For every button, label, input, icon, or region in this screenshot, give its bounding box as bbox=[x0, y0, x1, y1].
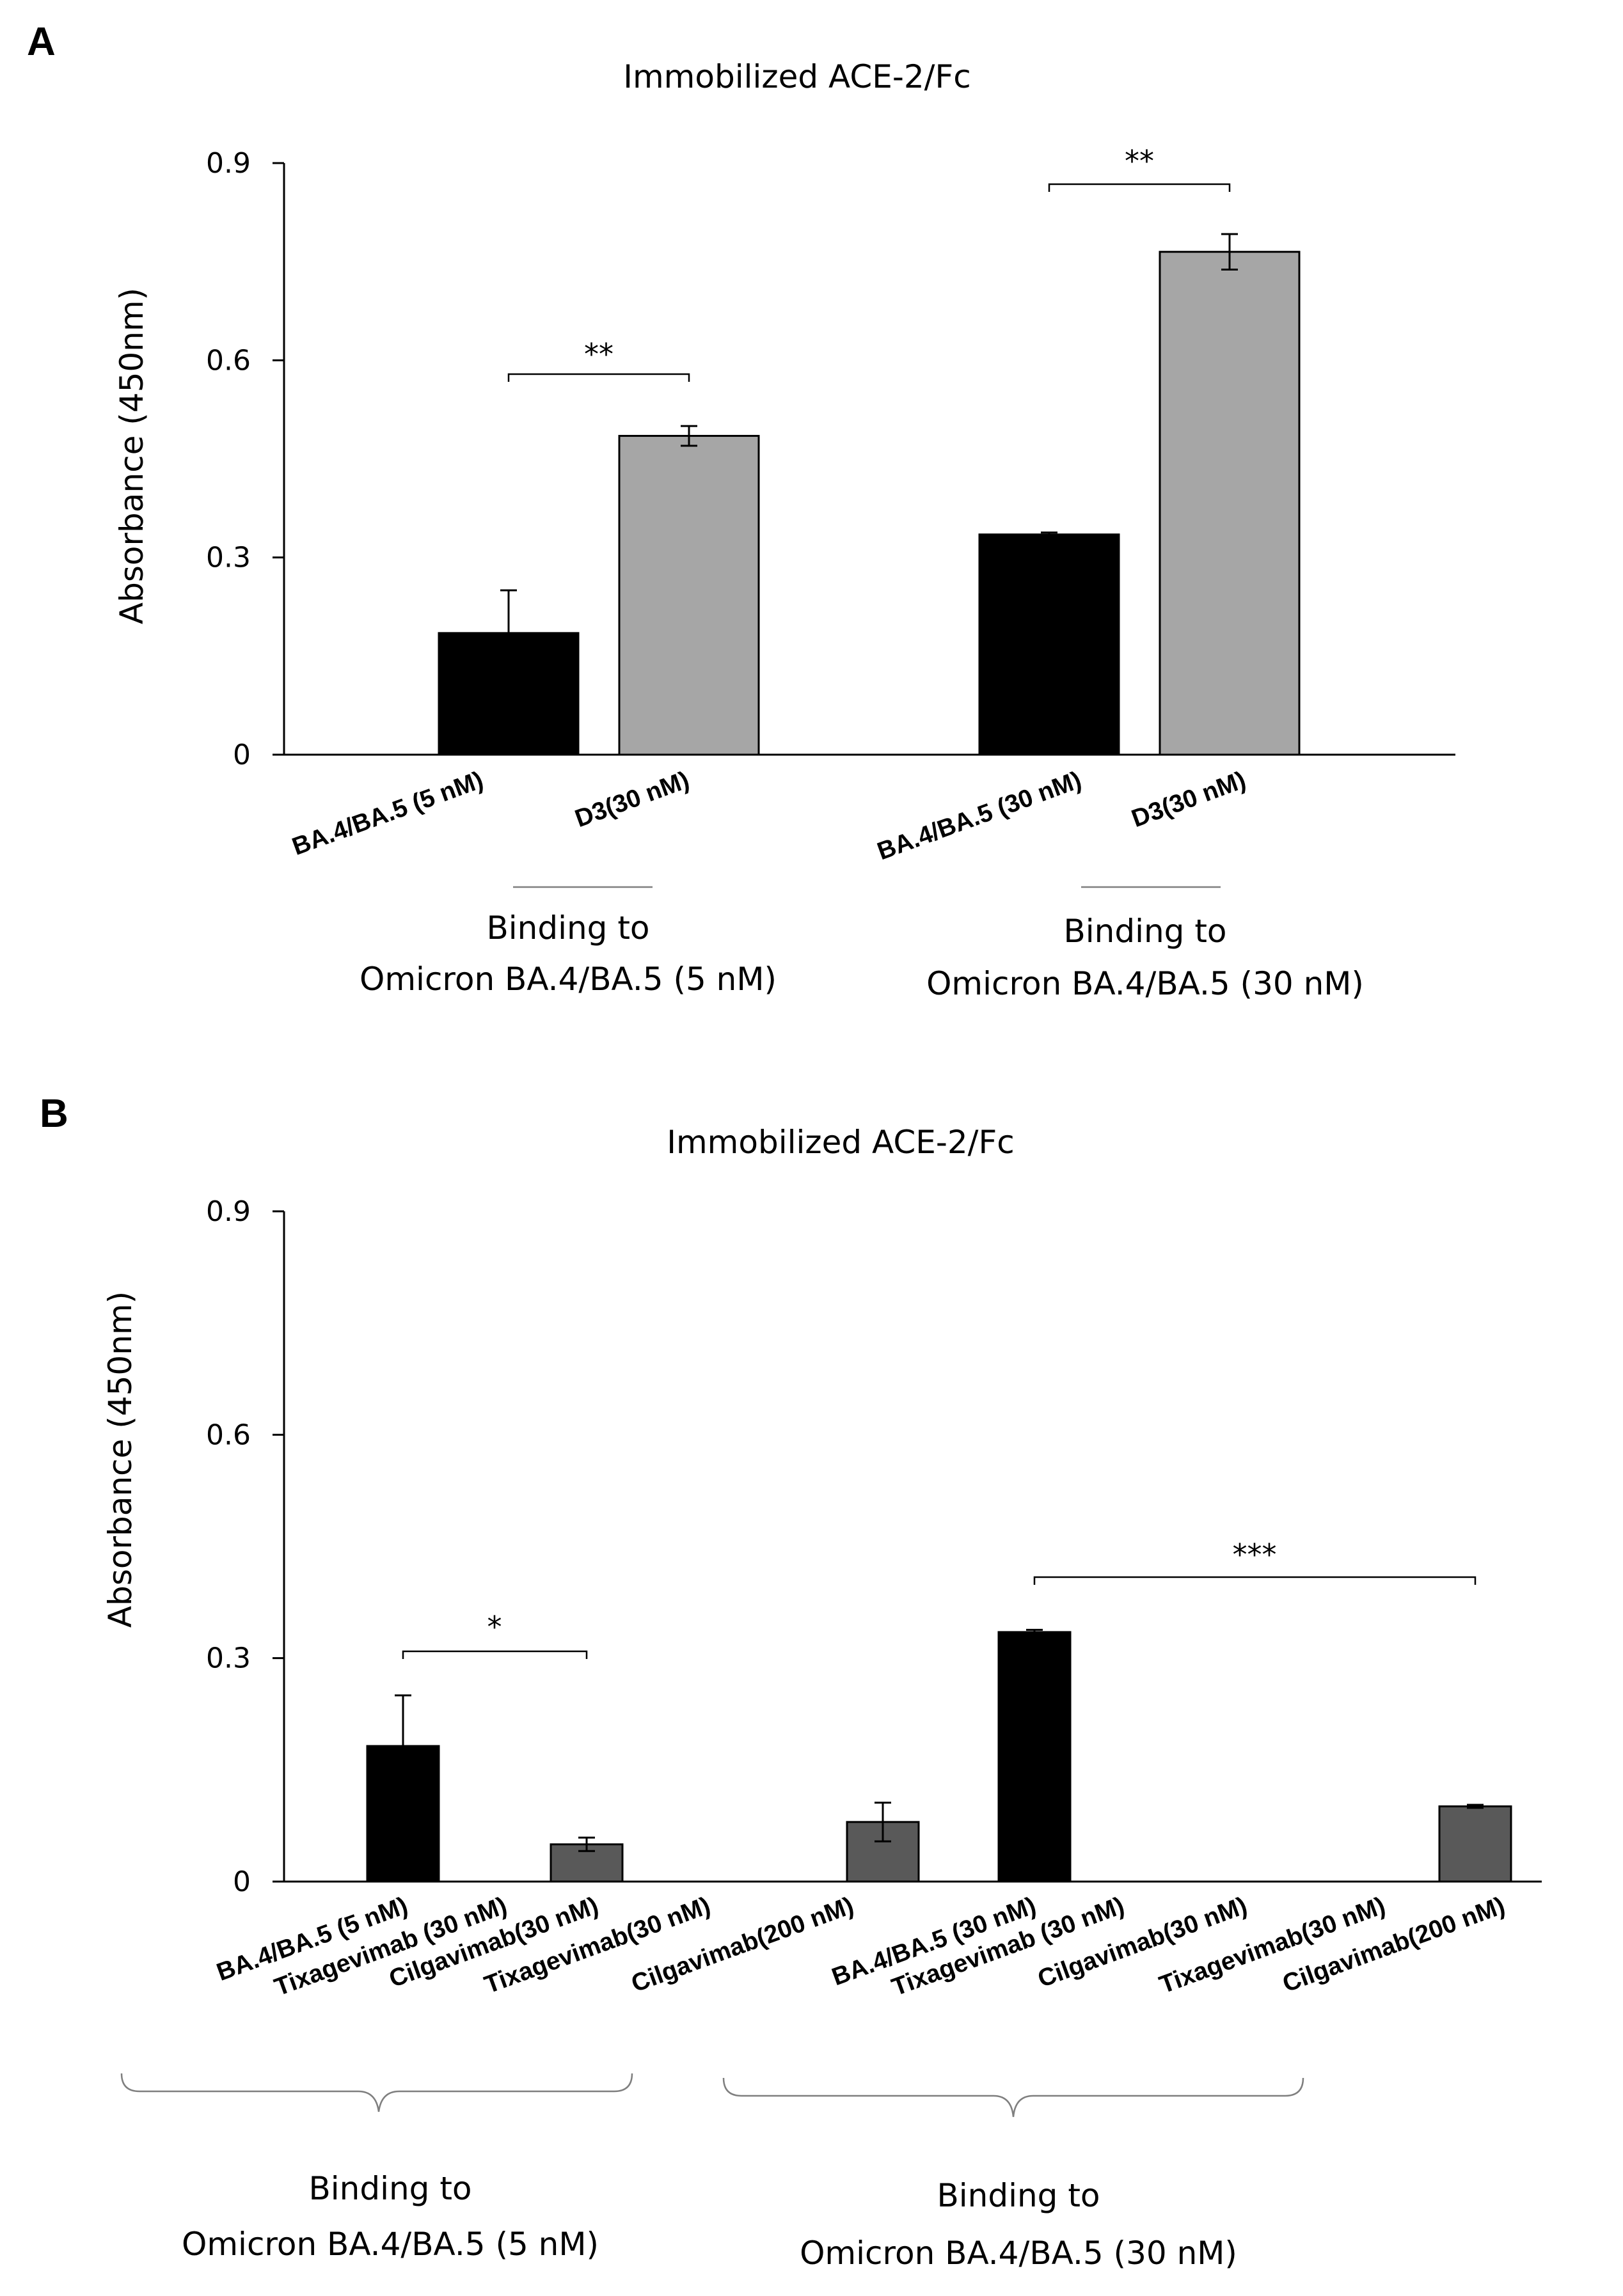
panel-b-significance: * *** bbox=[402, 1537, 1477, 1659]
panel-b-group-1-line2: Omicron BA.4/BA.5 (5 nM) bbox=[182, 2226, 599, 2263]
panel-b-group-2-line2: Omicron BA.4/BA.5 (30 nM) bbox=[800, 2235, 1237, 2272]
panel-b-error-bars bbox=[395, 1628, 1484, 1852]
panel-b-y-ticks: 0 0.3 0.6 0.9 bbox=[206, 1195, 284, 1898]
y-tick-label: 0.3 bbox=[206, 542, 251, 574]
panel-b-group-2-line1: Binding to bbox=[937, 2177, 1100, 2214]
panel-a-significance: ** ** bbox=[507, 144, 1231, 382]
panel-a-sig-label-1: ** bbox=[584, 337, 614, 372]
panel-a-category-label: D3(30 nM) bbox=[571, 766, 693, 833]
panel-a-category-label: BA.4/BA.5 (30 nM) bbox=[874, 766, 1085, 865]
panel-b-group-brace-1 bbox=[120, 2073, 633, 2112]
panel-b-group-brace-2 bbox=[722, 2077, 1304, 2118]
panel-b: B Immobilized ACE-2/Fc Absorbance (450nm… bbox=[40, 1092, 1542, 2272]
y-tick-label: 0.6 bbox=[206, 344, 251, 377]
panel-a-sig-bracket-1 bbox=[507, 373, 690, 382]
bar bbox=[997, 1631, 1072, 1883]
panel-a-letter: A bbox=[27, 20, 56, 64]
panel-b-group-1-line1: Binding to bbox=[308, 2170, 471, 2207]
panel-a-y-ticks: 0 0.3 0.6 0.9 bbox=[206, 147, 284, 771]
panel-a-category-labels: BA.4/BA.5 (5 nM) D3(30 nM) BA.4/BA.5 (30… bbox=[289, 766, 1249, 865]
bar bbox=[1159, 251, 1301, 756]
panel-b-y-axis-label: Absorbance (450nm) bbox=[102, 1291, 139, 1628]
panel-b-sig-bracket-1 bbox=[402, 1650, 588, 1659]
panel-b-title: Immobilized ACE-2/Fc bbox=[667, 1124, 1015, 1161]
panel-b-sig-label-2: *** bbox=[1233, 1537, 1277, 1572]
panel-b-bars bbox=[366, 1631, 1512, 1883]
panel-b-sig-bracket-2 bbox=[1033, 1576, 1477, 1585]
bar bbox=[978, 533, 1120, 756]
y-tick-label: 0.9 bbox=[206, 1195, 251, 1228]
panel-a-sig-label-2: ** bbox=[1125, 144, 1154, 178]
bar bbox=[1438, 1805, 1512, 1883]
panel-a-category-label: BA.4/BA.5 (5 nM) bbox=[289, 766, 487, 861]
panel-b-group-labels: Binding to Omicron BA.4/BA.5 (5 nM) Bind… bbox=[120, 2073, 1304, 2272]
panel-a-group-labels: Binding to Omicron BA.4/BA.5 (5 nM) Bind… bbox=[360, 886, 1364, 1002]
panel-a-y-axis-label: Absorbance (450nm) bbox=[113, 288, 150, 624]
y-tick-label: 0.9 bbox=[206, 147, 251, 180]
panel-a: A Immobilized ACE-2/Fc Absorbance (450nm… bbox=[27, 20, 1455, 1002]
panel-a-sig-bracket-2 bbox=[1048, 183, 1231, 192]
panel-b-category-labels: BA.4/BA.5 (5 nM) Tixagevimab (30 nM) Cil… bbox=[213, 1892, 1508, 2001]
panel-a-group-2-line2: Omicron BA.4/BA.5 (30 nM) bbox=[926, 965, 1364, 1002]
y-tick-label: 0.6 bbox=[206, 1419, 251, 1451]
bar bbox=[618, 435, 760, 756]
panel-b-sig-label-1: * bbox=[487, 1610, 502, 1644]
panel-a-title: Immobilized ACE-2/Fc bbox=[623, 58, 971, 95]
panel-b-letter: B bbox=[40, 1092, 68, 1136]
panel-a-error-bars bbox=[500, 233, 1238, 677]
panel-a-group-1-line1: Binding to bbox=[486, 909, 649, 947]
y-tick-label: 0.3 bbox=[206, 1642, 251, 1675]
panel-a-group-1-line2: Omicron BA.4/BA.5 (5 nM) bbox=[360, 961, 777, 998]
y-tick-label: 0 bbox=[233, 1866, 251, 1898]
panel-a-category-label: D3(30 nM) bbox=[1128, 766, 1249, 833]
bar bbox=[550, 1843, 624, 1883]
panel-a-bars bbox=[438, 251, 1301, 756]
panel-a-group-2-line1: Binding to bbox=[1063, 913, 1226, 950]
y-tick-label: 0 bbox=[233, 739, 251, 771]
